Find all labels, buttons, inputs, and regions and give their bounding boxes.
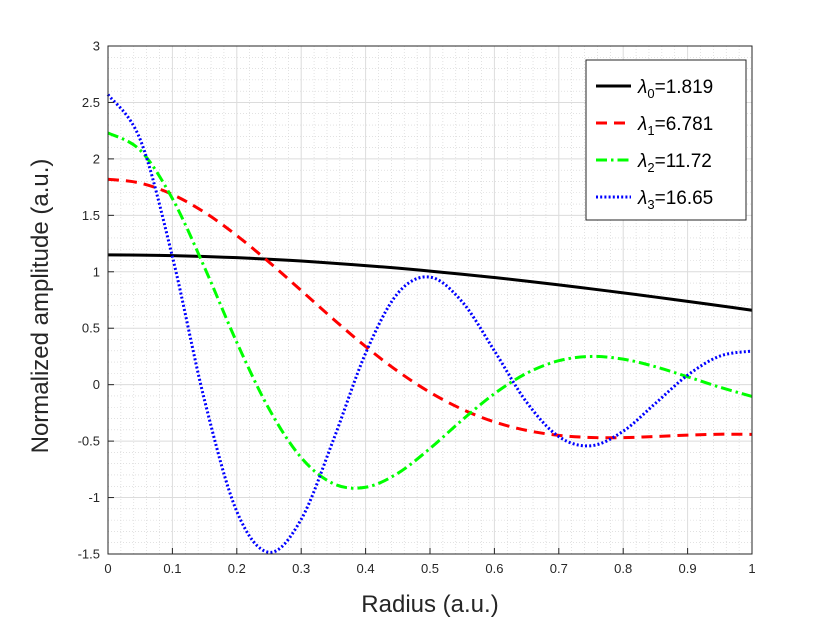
y-tick-label: -1 (88, 490, 100, 505)
x-tick-label: 0 (104, 561, 111, 576)
legend-entry: λ0=1.819 (596, 77, 713, 101)
y-tick-label: 1 (93, 264, 100, 279)
legend-entry: λ3=16.65 (596, 188, 713, 212)
legend-entry: λ1=6.781 (596, 114, 713, 138)
x-tick-label: 0.2 (228, 561, 246, 576)
x-tick-label: 0.4 (357, 561, 375, 576)
axes-box (107, 45, 753, 555)
series-line-0 (107, 253, 753, 312)
tick-labels: 0 0.1 0.2 0.3 0.4 0.5 0.6 0.7 0.8 0.9 1 -1.5 -1 -0.5 0… (78, 39, 756, 577)
series-line-1 (107, 177, 753, 440)
series-line-2 (107, 131, 753, 490)
legend: λ0=1.819 λ1=6.781 λ2=11.72 λ3=16.65 (585, 59, 747, 221)
series-line-3 (106, 93, 753, 554)
y-tick-label: 2 (93, 151, 100, 166)
y-tick-label: 3 (93, 39, 100, 54)
legend-label: λ1=6.781 (637, 114, 713, 138)
y-tick-label: 0 (93, 377, 100, 392)
x-tick-label: 0.3 (292, 561, 310, 576)
legend-label: λ2=11.72 (637, 151, 712, 175)
legend-label: λ0=1.819 (637, 77, 713, 101)
x-tick-label: 0.8 (614, 561, 632, 576)
x-axis-label: Radius (a.u.) (361, 591, 498, 618)
y-tick-label: 0.5 (82, 321, 100, 336)
axes (107, 45, 753, 555)
y-tick-label: 2.5 (82, 95, 100, 110)
x-tick-label: 0.5 (421, 561, 439, 576)
y-axis-label: Normalized amplitude (a.u.) (27, 159, 54, 454)
series-lines (106, 93, 753, 554)
x-tick-label: 0.1 (163, 561, 181, 576)
y-tick-label: -1.5 (78, 547, 100, 562)
x-tick-label: 0.7 (550, 561, 568, 576)
x-tick-label: 1 (748, 561, 755, 576)
y-tick-label: 1.5 (82, 208, 100, 223)
x-tick-label: 0.6 (485, 561, 503, 576)
y-tick-label: -0.5 (78, 434, 100, 449)
legend-label: λ3=16.65 (637, 188, 713, 212)
x-tick-label: 0.9 (679, 561, 697, 576)
legend-entry: λ2=11.72 (596, 151, 712, 175)
